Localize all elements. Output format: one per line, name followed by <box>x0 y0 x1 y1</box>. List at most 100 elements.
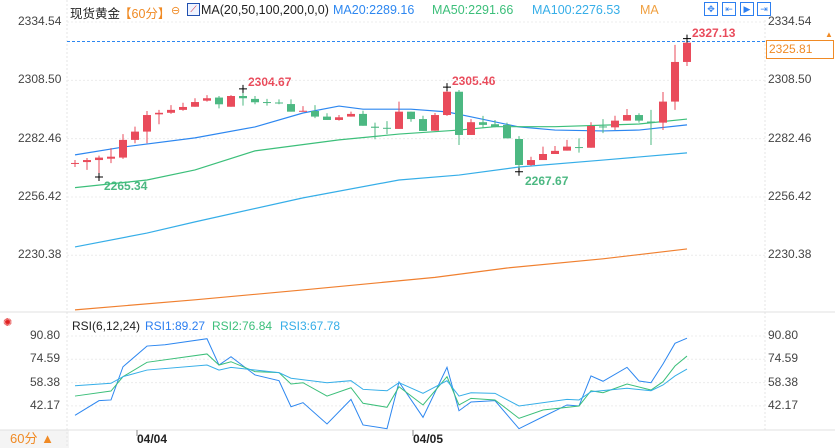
rsi-line-rsi2 <box>74 353 688 419</box>
candle-up <box>683 42 691 62</box>
price-label-left: 2308.50 <box>18 72 62 87</box>
current-price-badge: 2325.81 <box>766 40 834 59</box>
low-label-2: 2267.67 <box>525 174 569 188</box>
candle-down <box>647 121 655 123</box>
rsi-label-left: 90.80 <box>30 328 61 342</box>
extreme-marker-icon <box>95 172 103 181</box>
candle-up <box>395 111 403 129</box>
candle-down <box>383 127 391 129</box>
price-label-right: 2308.50 <box>768 72 812 87</box>
candle-down <box>455 91 463 135</box>
candle-up <box>347 113 355 117</box>
candle-down <box>575 147 583 149</box>
candle-down <box>251 98 259 103</box>
extreme-marker-icon <box>443 83 451 92</box>
extreme-marker-icon <box>239 84 247 93</box>
price-label-left: 2256.42 <box>18 188 62 203</box>
price-label-left: 2282.46 <box>18 130 62 145</box>
ma-params-label[interactable]: MA(20,50,100,200,0,0) <box>201 3 329 17</box>
candle-down <box>287 104 295 112</box>
rsi-settings-icon[interactable]: ✺ <box>3 317 13 329</box>
rsi-line-rsi3 <box>74 364 688 407</box>
price-label-left: 2334.54 <box>18 14 62 28</box>
rsi-label-right: 58.38 <box>768 374 799 389</box>
candle-up <box>539 154 547 161</box>
period-selector[interactable]: 【60分】 <box>119 7 171 21</box>
candle-up <box>563 146 571 151</box>
range-icon[interactable]: ⇤ <box>722 2 736 16</box>
settings-circle-icon[interactable]: ⊖ <box>171 5 181 17</box>
candle-up <box>623 115 631 121</box>
ma-line-ma100 <box>74 152 688 248</box>
extreme-marker-icon <box>683 34 691 43</box>
ma-line-ma200 <box>74 248 688 311</box>
low-label-1: 2265.34 <box>104 179 148 193</box>
candle-up <box>131 131 139 140</box>
candle-down <box>599 126 607 128</box>
candle-up <box>107 156 115 159</box>
candle-up <box>227 95 235 107</box>
price-label-right: 2256.42 <box>768 188 812 203</box>
price-label-right: 2334.54 <box>768 14 812 28</box>
period-button[interactable]: 60分 ▲ <box>0 430 69 448</box>
candle-up <box>335 117 343 120</box>
candle-up <box>83 160 91 163</box>
candle-down <box>419 119 427 131</box>
symbol-title: 现货黄金 <box>70 7 121 21</box>
ma100-value: MA100:2276.53 <box>532 3 621 17</box>
current-price-arrow-icon: ▲ <box>825 30 833 39</box>
date-label-0404: 04/04 <box>137 432 168 446</box>
candle-up <box>611 120 619 128</box>
candle-down <box>311 111 319 117</box>
candle-up <box>527 160 535 165</box>
rsi-label-left: 58.38 <box>30 374 61 389</box>
price-label-left: 2230.38 <box>18 247 62 262</box>
candle-down <box>359 113 367 126</box>
candle-up <box>467 122 475 135</box>
ma-indicator-icon[interactable]: ⟋ <box>187 3 200 16</box>
candle-down <box>515 138 523 165</box>
high-label-1: 2304.67 <box>248 75 292 89</box>
candle-down <box>239 95 247 99</box>
candle-up <box>155 112 163 115</box>
candle-down <box>263 102 271 104</box>
rsi-label-left: 74.59 <box>30 351 61 366</box>
candle-up <box>119 139 127 158</box>
candle-up <box>179 106 187 110</box>
candle-down <box>407 111 415 120</box>
candle-up <box>551 150 559 155</box>
candle-up <box>203 98 211 101</box>
rsi-params-label[interactable]: RSI(6,12,24) <box>72 319 141 333</box>
next-icon[interactable]: ⇥ <box>757 2 771 16</box>
rsi-label-right: 74.59 <box>768 351 799 366</box>
candle-down <box>371 126 379 128</box>
high-label-3: 2327.13 <box>692 26 736 40</box>
candle-up <box>95 157 103 161</box>
ma20-value: MA20:2289.16 <box>333 3 415 17</box>
ma-line-ma20 <box>74 105 688 156</box>
rsi-label-right: 90.80 <box>768 328 799 342</box>
candle-down <box>491 124 499 127</box>
rsi-label-left: 42.17 <box>30 397 61 412</box>
candle-down <box>323 116 331 120</box>
candle-up <box>671 61 679 102</box>
price-label-right: 2230.38 <box>768 247 812 262</box>
ma-line-ma50 <box>74 118 688 189</box>
ma200-value: MA <box>640 3 659 17</box>
candle-down <box>635 115 643 121</box>
extreme-marker-icon <box>515 167 523 176</box>
candle-up <box>71 162 79 164</box>
rsi2-value: RSI2:76.84 <box>212 319 273 333</box>
date-label-0405: 04/05 <box>413 432 444 446</box>
candle-up <box>587 126 595 148</box>
candle-up <box>659 101 667 123</box>
candle-up <box>431 115 439 131</box>
crosshair-icon[interactable]: ✥ <box>704 2 718 16</box>
price-label-right: 2282.46 <box>768 130 812 145</box>
rsi-line-rsi1 <box>74 337 688 430</box>
candle-down <box>479 122 487 125</box>
candle-up <box>299 110 307 112</box>
candle-down <box>503 124 511 139</box>
play-icon[interactable]: ▶ <box>740 2 754 16</box>
